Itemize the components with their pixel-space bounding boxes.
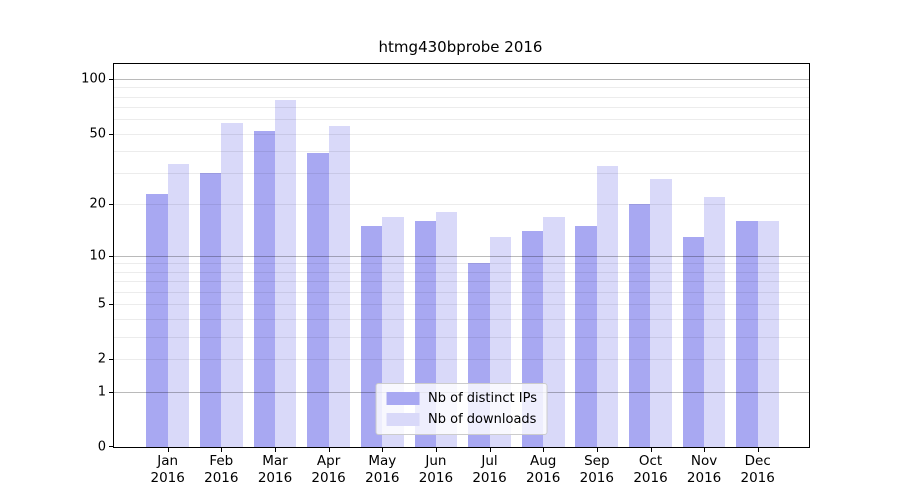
bar-downloads-mar [274, 99, 297, 447]
y-tick-label-20: 20 [89, 196, 106, 212]
chart-title: htmg430bprobe 2016 [378, 38, 543, 56]
x-tick-aug [543, 448, 545, 452]
x-tick-sep [596, 448, 598, 452]
x-tick-label-sep: Sep 2016 [579, 453, 614, 486]
x-tick-oct [650, 448, 652, 452]
x-tick-label-feb: Feb 2016 [204, 453, 239, 486]
bar-downloads-nov [704, 197, 726, 447]
x-tick-mar [275, 448, 276, 452]
gridline-minor-40 [114, 150, 809, 152]
bar-distinct-ips-dec [736, 221, 758, 447]
y-tick-1 [109, 391, 113, 393]
x-tick-dec [757, 448, 759, 452]
x-tick-label-may: May 2016 [365, 453, 400, 486]
bar-distinct-ips-oct [629, 204, 651, 447]
x-tick-label-mar: Mar 2016 [257, 453, 293, 486]
y-tick-100 [109, 79, 113, 81]
legend-label-distinct-ips: Nb of distinct IPs [428, 391, 537, 406]
gridline-minor-50 [114, 133, 809, 135]
x-tick-label-dec: Dec 2016 [740, 453, 775, 486]
y-tick-label-100: 100 [81, 71, 106, 87]
x-tick-jun [435, 448, 437, 452]
y-tick-label-1: 1 [97, 384, 106, 400]
legend-swatch-downloads [386, 413, 420, 426]
x-tick-feb [221, 448, 223, 452]
bar-distinct-ips-feb [199, 173, 222, 447]
legend: Nb of distinct IPs Nb of downloads [375, 383, 548, 435]
y-tick-50 [109, 133, 113, 135]
x-tick-jul [489, 448, 491, 452]
y-tick-2 [109, 359, 113, 361]
bar-downloads-dec [757, 221, 780, 447]
gridline-minor-60 [114, 119, 809, 121]
y-tick-5 [109, 304, 113, 306]
x-tick-label-apr: Apr 2016 [311, 453, 346, 486]
bar-distinct-ips-mar [253, 130, 275, 447]
x-tick-label-jan: Jan 2016 [150, 453, 185, 486]
legend-label-downloads: Nb of downloads [428, 412, 537, 427]
bar-distinct-ips-jan [146, 193, 168, 447]
bar-downloads-jan [167, 163, 190, 447]
x-tick-nov [704, 448, 706, 452]
y-tick-label-2: 2 [97, 351, 106, 367]
y-tick-label-5: 5 [97, 296, 106, 312]
bar-downloads-sep [596, 165, 619, 447]
y-tick-10 [109, 255, 113, 257]
gridline-minor-90 [114, 87, 809, 89]
x-tick-may [382, 448, 384, 452]
bar-distinct-ips-sep [575, 226, 597, 447]
bar-downloads-aug [543, 216, 565, 447]
bar-distinct-ips-nov [682, 236, 705, 447]
y-tick-0 [109, 446, 113, 447]
x-tick-label-jul: Jul 2016 [472, 453, 507, 486]
x-tick-label-aug: Aug 2016 [526, 453, 561, 486]
x-tick-label-jun: Jun 2016 [418, 453, 454, 486]
y-tick-label-10: 10 [89, 248, 106, 264]
x-tick-apr [328, 448, 330, 452]
legend-row-downloads: Nb of downloads [386, 412, 537, 427]
x-tick-jan [167, 448, 169, 452]
bar-downloads-oct [650, 178, 672, 447]
bar-distinct-ips-apr [307, 152, 329, 447]
gridline-minor-70 [114, 107, 809, 109]
bar-downloads-apr [328, 126, 350, 447]
x-tick-label-nov: Nov 2016 [686, 453, 722, 486]
plot-area: 100 50 20 10 5 2 1 0 Jan 2016 Feb 2016 Mar 2016 Apr 201… [81, 63, 810, 486]
y-tick-20 [109, 204, 113, 206]
legend-swatch-distinct-ips [386, 392, 420, 405]
gridline-major-100 [114, 79, 809, 81]
y-tick-label-0: 0 [97, 439, 106, 455]
y-tick-label-50: 50 [89, 126, 106, 141]
bar-downloads-feb [221, 123, 243, 447]
gridline-minor-80 [114, 96, 809, 98]
x-tick-label-oct: Oct 2016 [633, 453, 668, 486]
legend-row-distinct-ips: Nb of distinct IPs [386, 391, 537, 406]
